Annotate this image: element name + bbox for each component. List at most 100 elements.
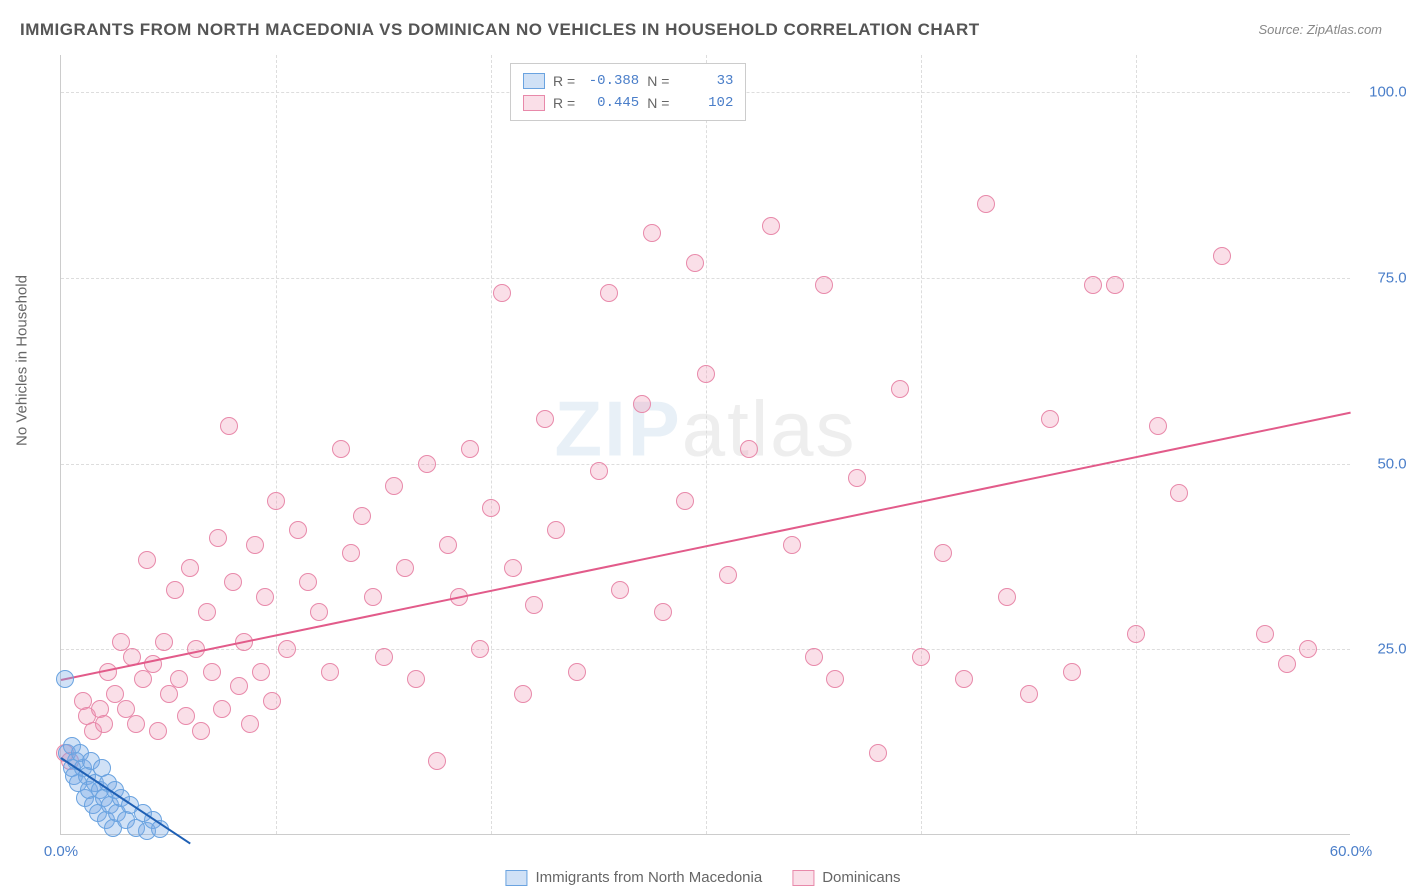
correlation-legend: R = -0.388 N = 33 R = 0.445 N = 102 (510, 63, 746, 121)
legend-row-macedonia: R = -0.388 N = 33 (523, 70, 733, 92)
gridline-v (706, 55, 707, 834)
point-dominican (181, 559, 199, 577)
legend-item-dominican: Dominicans (792, 869, 900, 886)
legend-label-macedonia: Immigrants from North Macedonia (535, 869, 762, 886)
legend-item-macedonia: Immigrants from North Macedonia (505, 869, 762, 886)
point-dominican (547, 521, 565, 539)
r-label: R = (553, 70, 575, 92)
point-dominican (525, 596, 543, 614)
point-dominican (461, 440, 479, 458)
n-label: N = (647, 92, 669, 114)
point-dominican (977, 195, 995, 213)
point-dominican (1020, 685, 1038, 703)
point-dominican (263, 692, 281, 710)
point-dominican (252, 663, 270, 681)
point-dominican (418, 455, 436, 473)
point-dominican (170, 670, 188, 688)
y-tick-label: 75.0% (1360, 269, 1406, 286)
x-tick-label: 0.0% (44, 843, 78, 860)
point-dominican (1084, 276, 1102, 294)
point-dominican (428, 752, 446, 770)
point-dominican (396, 559, 414, 577)
point-dominican (160, 685, 178, 703)
r-value-macedonia: -0.388 (583, 70, 639, 92)
point-dominican (256, 588, 274, 606)
point-dominican (998, 588, 1016, 606)
y-tick-label: 50.0% (1360, 455, 1406, 472)
source-label: Source: ZipAtlas.com (1258, 22, 1382, 37)
point-dominican (353, 507, 371, 525)
n-value-macedonia: 33 (677, 70, 733, 92)
point-dominican (267, 492, 285, 510)
point-dominican (955, 670, 973, 688)
point-dominican (1106, 276, 1124, 294)
swatch-dominican-icon (792, 870, 814, 886)
point-macedonia (56, 670, 74, 688)
point-dominican (321, 663, 339, 681)
gridline-v (491, 55, 492, 834)
n-value-dominican: 102 (677, 92, 733, 114)
gridline-v (276, 55, 277, 834)
point-dominican (1041, 410, 1059, 428)
r-label: R = (553, 92, 575, 114)
point-dominican (278, 640, 296, 658)
gridline-v (921, 55, 922, 834)
legend-label-dominican: Dominicans (822, 869, 900, 886)
point-dominican (1127, 625, 1145, 643)
point-dominican (514, 685, 532, 703)
point-dominican (869, 744, 887, 762)
swatch-dominican (523, 95, 545, 111)
point-dominican (213, 700, 231, 718)
point-dominican (686, 254, 704, 272)
point-dominican (198, 603, 216, 621)
point-dominican (1278, 655, 1296, 673)
watermark-zip: ZIP (554, 384, 681, 472)
point-dominican (719, 566, 737, 584)
point-dominican (482, 499, 500, 517)
point-dominican (407, 670, 425, 688)
point-dominican (149, 722, 167, 740)
point-dominican (177, 707, 195, 725)
point-dominican (568, 663, 586, 681)
point-dominican (697, 365, 715, 383)
point-dominican (611, 581, 629, 599)
point-dominican (1063, 663, 1081, 681)
point-dominican (289, 521, 307, 539)
point-dominican (246, 536, 264, 554)
point-dominican (805, 648, 823, 666)
point-dominican (504, 559, 522, 577)
point-dominican (633, 395, 651, 413)
point-dominican (224, 573, 242, 591)
watermark-atlas: atlas (682, 384, 857, 472)
point-dominican (95, 715, 113, 733)
gridline-v (1136, 55, 1137, 834)
point-dominican (299, 573, 317, 591)
point-dominican (310, 603, 328, 621)
legend-row-dominican: R = 0.445 N = 102 (523, 92, 733, 114)
point-dominican (536, 410, 554, 428)
point-dominican (912, 648, 930, 666)
point-dominican (740, 440, 758, 458)
bottom-legend: Immigrants from North Macedonia Dominica… (505, 869, 900, 886)
point-dominican (342, 544, 360, 562)
point-dominican (600, 284, 618, 302)
point-dominican (203, 663, 221, 681)
point-dominican (676, 492, 694, 510)
y-tick-label: 25.0% (1360, 641, 1406, 658)
n-label: N = (647, 70, 669, 92)
swatch-macedonia (523, 73, 545, 89)
x-tick-label: 60.0% (1330, 843, 1373, 860)
point-dominican (134, 670, 152, 688)
point-dominican (1149, 417, 1167, 435)
point-dominican (848, 469, 866, 487)
y-axis-title: No Vehicles in Household (14, 275, 31, 446)
point-dominican (166, 581, 184, 599)
y-tick-label: 100.0% (1360, 84, 1406, 101)
point-dominican (826, 670, 844, 688)
point-dominican (138, 551, 156, 569)
point-dominican (332, 440, 350, 458)
point-dominican (590, 462, 608, 480)
point-dominican (493, 284, 511, 302)
point-dominican (783, 536, 801, 554)
plot-region: ZIPatlas 25.0%50.0%75.0%100.0%0.0%60.0% (60, 55, 1350, 835)
